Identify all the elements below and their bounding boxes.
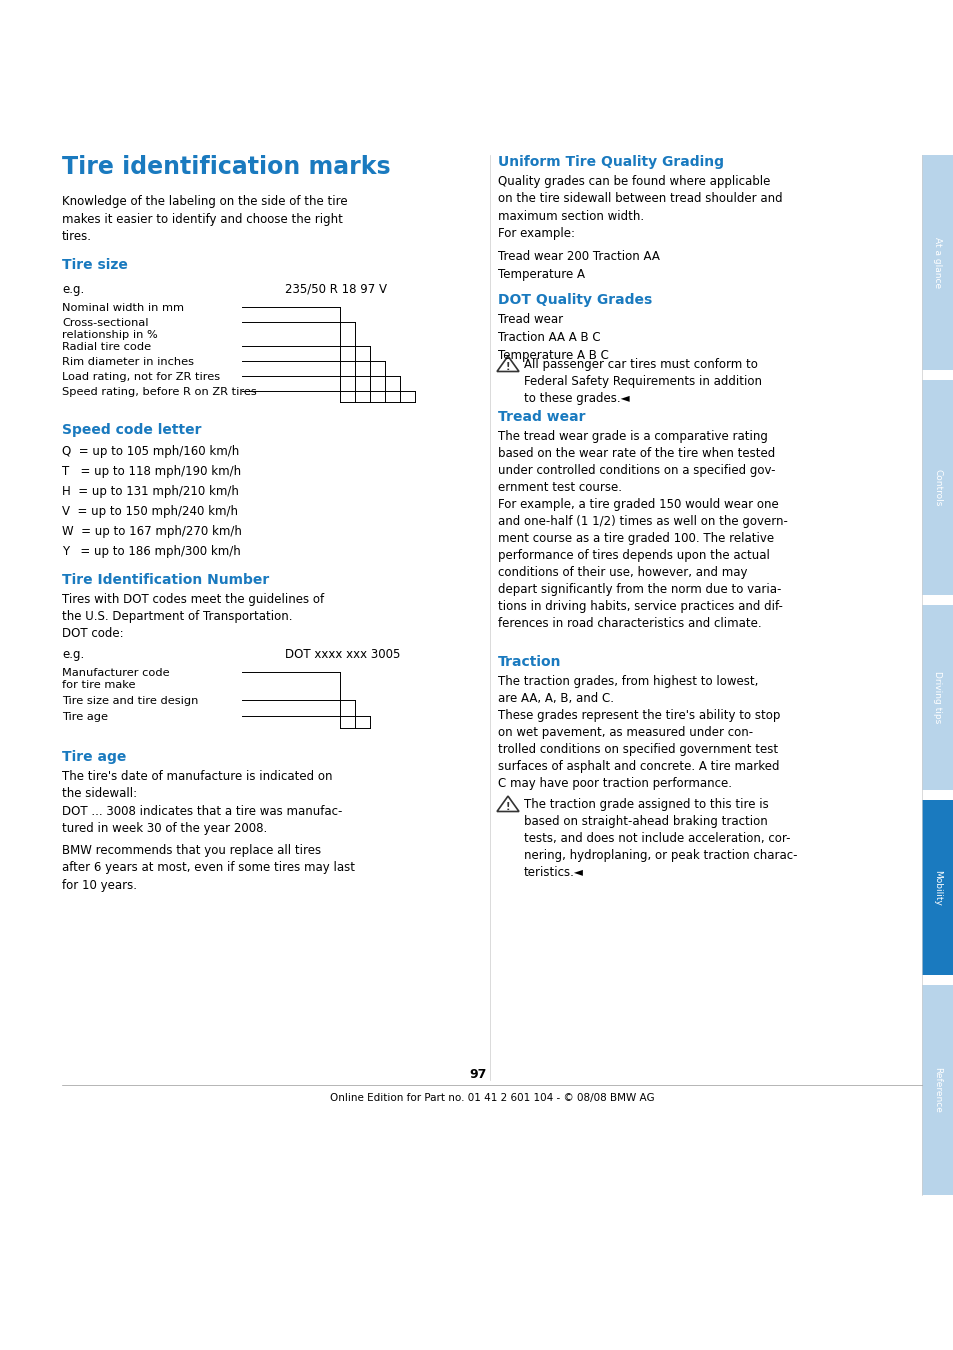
Text: H  = up to 131 mph/210 km/h: H = up to 131 mph/210 km/h (62, 485, 238, 498)
Text: 235/50 R 18 97 V: 235/50 R 18 97 V (285, 284, 387, 296)
Text: Load rating, not for ZR tires: Load rating, not for ZR tires (62, 373, 220, 382)
Bar (921, 801, 953, 975)
Text: Cross-sectional
relationship in %: Cross-sectional relationship in % (62, 319, 157, 340)
Text: Rim diameter in inches: Rim diameter in inches (62, 356, 193, 367)
Text: Q  = up to 105 mph/160 km/h: Q = up to 105 mph/160 km/h (62, 446, 239, 458)
Text: Tire identification marks: Tire identification marks (62, 155, 390, 180)
Bar (921, 155, 953, 370)
Text: The tread wear grade is a comparative rating
based on the wear rate of the tire : The tread wear grade is a comparative ra… (497, 431, 787, 630)
Text: Tread wear 200 Traction AA
Temperature A: Tread wear 200 Traction AA Temperature A (497, 250, 659, 281)
Text: W  = up to 167 mph/270 km/h: W = up to 167 mph/270 km/h (62, 525, 242, 539)
Text: Traction: Traction (497, 655, 561, 670)
Bar (921, 379, 953, 595)
Bar (921, 605, 953, 790)
Text: Tire age: Tire age (62, 751, 126, 764)
Text: Tread wear: Tread wear (497, 410, 585, 424)
Text: Tire size: Tire size (62, 258, 128, 271)
Text: Mobility: Mobility (933, 869, 942, 906)
Text: Tire Identification Number: Tire Identification Number (62, 572, 269, 587)
Text: All passenger car tires must conform to
Federal Safety Requirements in addition
: All passenger car tires must conform to … (523, 358, 761, 405)
Text: Y   = up to 186 mph/300 km/h: Y = up to 186 mph/300 km/h (62, 545, 240, 558)
Text: Radial tire code: Radial tire code (62, 342, 151, 352)
Text: DOT Quality Grades: DOT Quality Grades (497, 293, 652, 306)
Text: Reference: Reference (933, 1066, 942, 1112)
Bar (921, 986, 953, 1195)
Text: e.g.: e.g. (62, 648, 84, 662)
Text: Uniform Tire Quality Grading: Uniform Tire Quality Grading (497, 155, 723, 169)
Text: T   = up to 118 mph/190 km/h: T = up to 118 mph/190 km/h (62, 464, 241, 478)
Text: The traction grade assigned to this tire is
based on straight-ahead braking trac: The traction grade assigned to this tire… (523, 798, 797, 879)
Text: 97: 97 (469, 1068, 486, 1081)
Text: DOT code:: DOT code: (62, 626, 124, 640)
Text: !: ! (505, 802, 510, 811)
Text: At a glance: At a glance (933, 238, 942, 288)
Text: Manufacturer code
for tire make: Manufacturer code for tire make (62, 668, 170, 690)
Text: The traction grades, from highest to lowest,
are AA, A, B, and C.
These grades r: The traction grades, from highest to low… (497, 675, 780, 790)
Text: Speed code letter: Speed code letter (62, 423, 201, 437)
Text: Tire age: Tire age (62, 711, 108, 722)
Text: Online Edition for Part no. 01 41 2 601 104 - © 08/08 BMW AG: Online Edition for Part no. 01 41 2 601 … (330, 1094, 654, 1103)
Text: Driving tips: Driving tips (933, 671, 942, 724)
Text: V  = up to 150 mph/240 km/h: V = up to 150 mph/240 km/h (62, 505, 237, 518)
Text: The tire's date of manufacture is indicated on
the sidewall:
DOT ... 3008 indica: The tire's date of manufacture is indica… (62, 769, 342, 836)
Text: Knowledge of the labeling on the side of the tire
makes it easier to identify an: Knowledge of the labeling on the side of… (62, 194, 347, 243)
Text: DOT xxxx xxx 3005: DOT xxxx xxx 3005 (285, 648, 400, 662)
Text: Nominal width in mm: Nominal width in mm (62, 302, 184, 313)
Text: Tire size and tire design: Tire size and tire design (62, 697, 198, 706)
Text: Tread wear
Traction AA A B C
Temperature A B C: Tread wear Traction AA A B C Temperature… (497, 313, 608, 362)
Text: Speed rating, before R on ZR tires: Speed rating, before R on ZR tires (62, 387, 256, 397)
Text: e.g.: e.g. (62, 284, 84, 296)
Text: BMW recommends that you replace all tires
after 6 years at most, even if some ti: BMW recommends that you replace all tire… (62, 844, 355, 892)
Text: Controls: Controls (933, 468, 942, 506)
Text: Quality grades can be found where applicable
on the tire sidewall between tread : Quality grades can be found where applic… (497, 176, 781, 240)
Text: Tires with DOT codes meet the guidelines of
the U.S. Department of Transportatio: Tires with DOT codes meet the guidelines… (62, 593, 324, 624)
Text: !: ! (505, 362, 510, 371)
